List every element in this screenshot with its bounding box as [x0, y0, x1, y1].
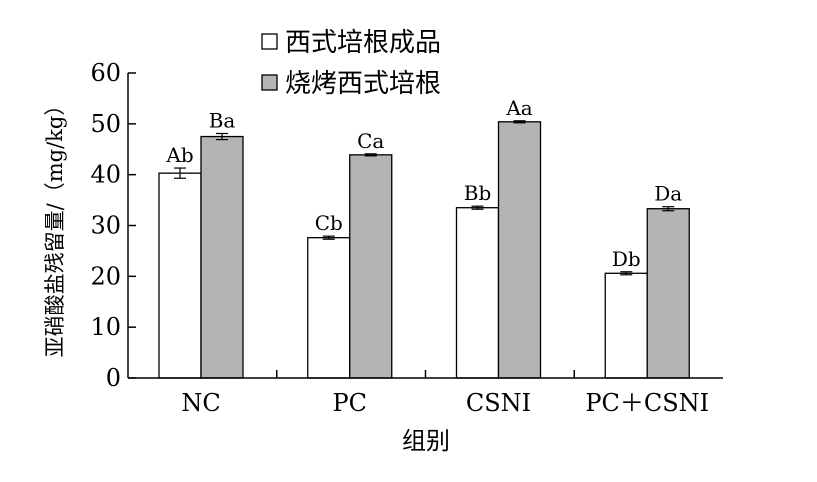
y-tick-label: 20 [90, 262, 121, 290]
y-tick-label: 10 [90, 313, 121, 341]
data-label: Aa [505, 96, 532, 120]
bar [158, 172, 202, 379]
bar [646, 208, 690, 379]
bar [604, 272, 648, 379]
y-axis-ticks: 0 10 20 30 40 50 60 [90, 59, 136, 392]
y-axis-label: 亚硝酸盐残留量/（mg/kg） [43, 95, 67, 358]
x-tick-label: CSNI [466, 389, 531, 417]
bar [497, 121, 542, 379]
legend-label: 烧烤西式培根 [285, 69, 441, 99]
data-label: Ba [209, 108, 236, 132]
bar [349, 154, 393, 379]
x-axis-ticks: NC PC CSNI PC＋CSNI [181, 370, 709, 417]
data-label: Bb [464, 181, 492, 205]
data-label: Db [612, 247, 641, 271]
legend-swatch [261, 74, 278, 91]
x-tick-label: NC [181, 389, 220, 417]
x-tick-label: PC＋CSNI [585, 389, 709, 417]
y-tick-label: 50 [90, 110, 121, 138]
data-label: Da [654, 182, 682, 206]
y-tick-label: 40 [90, 161, 121, 189]
bar [307, 237, 351, 379]
y-tick-label: 30 [90, 212, 121, 240]
y-tick-label: 60 [90, 59, 121, 87]
y-tick-label: 0 [106, 364, 121, 392]
x-axis-label: 组别 [402, 427, 450, 455]
data-label: Ca [357, 129, 384, 153]
legend-swatch [261, 33, 278, 50]
bar [455, 207, 500, 379]
legend-label: 西式培根成品 [285, 28, 441, 58]
x-tick-label: PC [332, 389, 367, 417]
bar [200, 135, 244, 379]
bars: Ab Ba Cb Ca Bb Aa Db Da [158, 96, 690, 379]
data-label: Cb [315, 211, 343, 235]
data-label: Ab [165, 143, 193, 167]
